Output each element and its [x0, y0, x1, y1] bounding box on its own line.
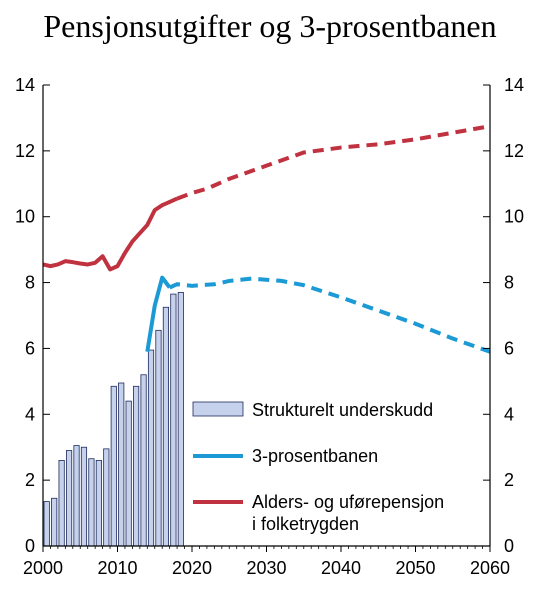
chart-title: Pensjonsutgifter og 3-prosentbanen — [43, 8, 497, 44]
bar-2011 — [125, 400, 132, 547]
bar-group — [43, 292, 184, 547]
bar-2006 — [88, 458, 95, 547]
y-tick-label-left-14: 14 — [15, 75, 35, 95]
x-tick-label-2020: 2020 — [172, 558, 212, 578]
y-tick-label-right-12: 12 — [504, 141, 524, 161]
bar-2000 — [43, 501, 50, 547]
bar-2012 — [133, 385, 140, 547]
axes-group: 0 0 2 2 4 4 6 6 8 8 10 10 12 12 14 14 2000 2010 2020 2030 20… — [15, 75, 524, 578]
bar-2013 — [140, 374, 147, 547]
bar-2002 — [58, 459, 65, 547]
bar-2003 — [65, 450, 73, 547]
bar-2008 — [103, 448, 110, 547]
bar-2010 — [118, 382, 125, 547]
bar-2014 — [147, 349, 155, 547]
y-tick-label-right-0: 0 — [504, 536, 514, 556]
line-group — [42, 124, 491, 354]
x-tick-label-2050: 2050 — [395, 558, 435, 578]
y-tick-label-right-14: 14 — [504, 75, 524, 95]
x-tick-label-2030: 2030 — [246, 558, 286, 578]
x-tick-label-2040: 2040 — [321, 558, 361, 578]
y-tick-label-right-6: 6 — [504, 338, 514, 358]
pension-line-solid — [42, 196, 178, 272]
y-tick-label-right-4: 4 — [504, 404, 514, 424]
y-tick-label-right-10: 10 — [504, 207, 524, 227]
y-tick-label-left-0: 0 — [25, 536, 35, 556]
bar-2007 — [95, 459, 102, 547]
three-percent-line-dashed — [168, 276, 491, 354]
y-tick-label-left-8: 8 — [25, 273, 35, 293]
y-tick-label-left-12: 12 — [15, 141, 35, 161]
bar-2017 — [170, 293, 177, 547]
pension-line-dashed — [176, 124, 491, 201]
legend-label-pension-line1: Alders- og uførepensjon — [252, 492, 444, 512]
x-tick-label-2060: 2060 — [470, 558, 510, 578]
bar-2018 — [177, 292, 184, 547]
bar-2004 — [73, 445, 80, 547]
y-tick-label-left-10: 10 — [15, 207, 35, 227]
three-percent-line-solid — [145, 275, 172, 353]
bar-2016 — [162, 306, 170, 547]
y-tick-label-left-4: 4 — [25, 404, 35, 424]
bar-2009 — [110, 385, 117, 547]
y-tick-label-left-6: 6 — [25, 338, 35, 358]
x-tick-label-2000: 2000 — [23, 558, 63, 578]
y-tick-label-left-2: 2 — [25, 470, 35, 490]
bar-2015 — [155, 329, 162, 547]
legend-label-structural-deficit: Strukturelt underskudd — [252, 400, 433, 420]
y-tick-label-right-2: 2 — [504, 470, 514, 490]
x-tick-label-2010: 2010 — [97, 558, 137, 578]
bar-2001 — [51, 497, 58, 547]
bar-2005 — [80, 446, 88, 547]
legend-swatch-bar — [192, 401, 244, 417]
legend-label-three-percent: 3-prosentbanen — [252, 446, 378, 466]
legend: Strukturelt underskudd 3-prosentbanen Alde… — [192, 400, 444, 534]
y-tick-label-right-8: 8 — [504, 273, 514, 293]
legend-label-pension-line2: i folketrygden — [252, 514, 359, 534]
